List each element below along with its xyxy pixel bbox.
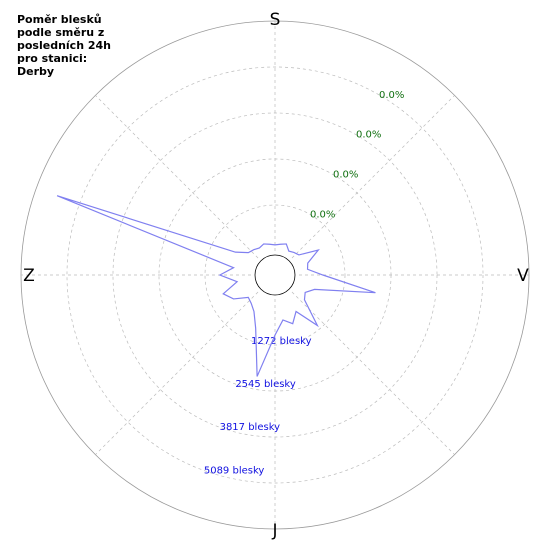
inner-circle <box>254 254 296 296</box>
angular-grid-line <box>95 95 259 259</box>
percent-label: 0.0% <box>310 209 335 220</box>
r-tick-label: 1272 blesky <box>251 336 312 347</box>
data-line <box>56 195 376 377</box>
grid-circle <box>158 158 392 392</box>
grid-circle <box>204 204 346 346</box>
percent-label: 0.0% <box>356 130 381 141</box>
direction-label: Z <box>23 266 35 286</box>
grid-circle <box>66 66 484 484</box>
direction-label: J <box>271 521 277 541</box>
chart-title: Poměr blesků podle směru z posledních 24… <box>17 13 112 78</box>
angular-grid-line <box>95 291 259 455</box>
r-tick-label: 3817 blesky <box>220 422 281 433</box>
grid-circle <box>112 112 438 438</box>
r-tick-label: 5089 blesky <box>204 465 265 476</box>
angular-grid-line <box>291 291 455 455</box>
direction-label: S <box>270 10 281 30</box>
percent-label: 0.0% <box>379 90 404 101</box>
percent-label: 0.0% <box>333 170 358 181</box>
direction-label: V <box>517 266 529 286</box>
r-tick-label: 2545 blesky <box>235 379 296 390</box>
angular-grid-line <box>291 95 455 259</box>
